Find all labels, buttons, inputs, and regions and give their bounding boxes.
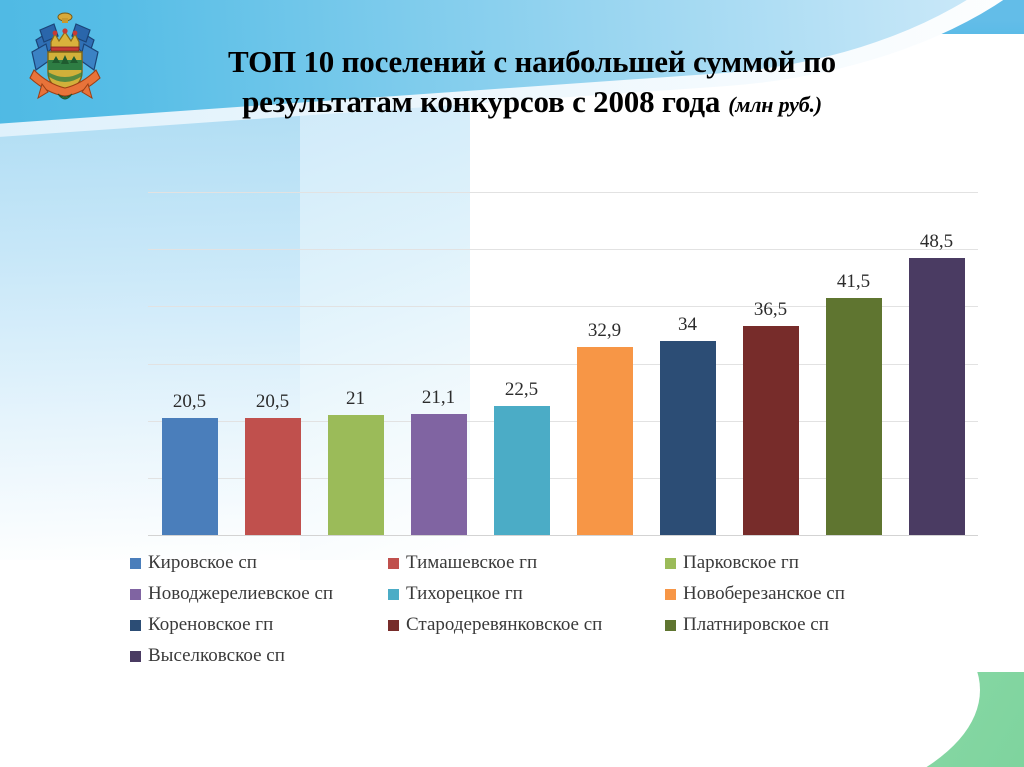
chart-bar[interactable] <box>742 326 799 535</box>
legend-item[interactable]: Платнировское сп <box>665 614 829 636</box>
bar-value-label: 20,5 <box>172 390 207 412</box>
gridline <box>148 306 978 308</box>
legend-item[interactable]: Тимашевское гп <box>388 552 537 574</box>
legend-label: Кореновское гп <box>148 614 274 635</box>
legend-label: Новоберезанское сп <box>683 583 845 604</box>
title-line-2: результатам конкурсов с 2008 года (млн ру… <box>112 82 952 122</box>
legend-swatch-icon <box>388 588 399 600</box>
gridline <box>148 477 978 479</box>
legend-swatch-icon <box>665 557 676 569</box>
gridline <box>148 420 978 422</box>
legend-swatch-icon <box>665 588 676 600</box>
chart-bar-group[interactable]: 20,5 <box>231 192 314 535</box>
legend-label: Кировское сп <box>148 552 257 573</box>
legend-item[interactable]: Новоберезанское сп <box>665 583 845 605</box>
legend-label: Платнировское сп <box>683 614 829 635</box>
chart-baseline-axis <box>148 535 978 536</box>
chart-bar[interactable] <box>908 257 965 535</box>
chart-bar-group[interactable]: 22,5 <box>480 192 563 535</box>
legend-swatch-icon <box>388 619 399 631</box>
chart-bar[interactable] <box>161 417 218 535</box>
legend-item[interactable]: Стародеревянковское сп <box>388 614 602 636</box>
legend-row: Кировское сп Тимашевское гп Парковское гп <box>130 552 960 583</box>
title-unit: (млн руб.) <box>728 92 822 118</box>
gridline <box>148 249 978 251</box>
chart-bar[interactable] <box>825 297 882 535</box>
bar-value-label: 41,5 <box>836 270 871 292</box>
chart-bar[interactable] <box>410 414 467 535</box>
legend-swatch-icon <box>665 619 676 631</box>
legend-swatch-icon <box>130 619 141 631</box>
bar-chart: 20,5 20,5 21 21,1 22,5 32,9 34 36,5 41,5 48,5 <box>148 170 978 542</box>
chart-bar-group[interactable]: 32,9 <box>563 192 646 535</box>
page-title: ТОП 10 поселений с наибольшей суммой по … <box>112 42 952 123</box>
legend-item[interactable]: Парковское гп <box>665 552 799 574</box>
chart-bars: 20,5 20,5 21 21,1 22,5 32,9 34 36,5 41,5 48,5 <box>148 192 978 535</box>
legend-item[interactable]: Выселковское сп <box>130 645 285 667</box>
bar-value-label: 48,5 <box>919 230 954 252</box>
title-line-2-text: результатам конкурсов с 2008 года <box>242 84 721 120</box>
chart-bar-group[interactable]: 36,5 <box>729 192 812 535</box>
legend-swatch-icon <box>130 650 141 662</box>
chart-bar-group[interactable]: 20,5 <box>148 192 231 535</box>
bar-value-label: 22,5 <box>504 379 539 401</box>
bar-value-label: 21 <box>346 387 365 409</box>
legend-item[interactable]: Кировское сп <box>130 552 257 574</box>
legend-item[interactable]: Кореновское гп <box>130 614 273 636</box>
legend-label: Тимашевское гп <box>406 552 538 573</box>
legend-label: Выселковское сп <box>148 645 285 666</box>
bar-value-label: 34 <box>678 313 697 335</box>
chart-bar-group[interactable]: 41,5 <box>812 192 895 535</box>
legend-row: Выселковское сп <box>130 645 960 676</box>
legend-label: Новоджерелиевское сп <box>148 583 334 604</box>
chart-plot-area: 20,5 20,5 21 21,1 22,5 32,9 34 36,5 41,5 48,5 <box>148 192 978 536</box>
chart-bar[interactable] <box>576 346 633 535</box>
legend-label: Стародеревянковское сп <box>406 614 603 635</box>
gridline <box>148 363 978 365</box>
chart-bar-group[interactable]: 21 <box>314 192 397 535</box>
legend-item[interactable]: Новоджерелиевское сп <box>130 583 333 605</box>
chart-bar[interactable] <box>493 406 550 535</box>
bar-value-label: 36,5 <box>753 299 788 321</box>
chart-bar[interactable] <box>327 414 384 535</box>
chart-bar-group[interactable]: 48,5 <box>895 192 978 535</box>
background-white-mask <box>0 560 980 767</box>
legend-label: Тихорецкое гп <box>406 583 523 604</box>
gridline <box>148 192 978 193</box>
bar-value-label: 21,1 <box>421 387 456 409</box>
legend-item[interactable]: Тихорецкое гп <box>388 583 523 605</box>
chart-bar[interactable] <box>659 340 716 535</box>
chart-bar[interactable] <box>244 417 301 535</box>
title-line-1: ТОП 10 поселений с наибольшей суммой по <box>228 44 836 79</box>
coat-of-arms-icon <box>22 8 108 108</box>
legend-swatch-icon <box>130 588 141 600</box>
bar-value-label: 32,9 <box>587 319 622 341</box>
legend-swatch-icon <box>388 557 399 569</box>
bar-value-label: 20,5 <box>255 390 290 412</box>
chart-bar-group[interactable]: 34 <box>646 192 729 535</box>
chart-bar-group[interactable]: 21,1 <box>397 192 480 535</box>
legend-row: Новоджерелиевское сп Тихорецкое гп Новобер… <box>130 583 960 614</box>
chart-legend: Кировское сп Тимашевское гп Парковское гп Н… <box>130 552 960 676</box>
legend-swatch-icon <box>130 557 141 569</box>
legend-label: Парковское гп <box>683 552 799 573</box>
legend-row: Кореновское гп Стародеревянковское сп Плат… <box>130 614 960 645</box>
